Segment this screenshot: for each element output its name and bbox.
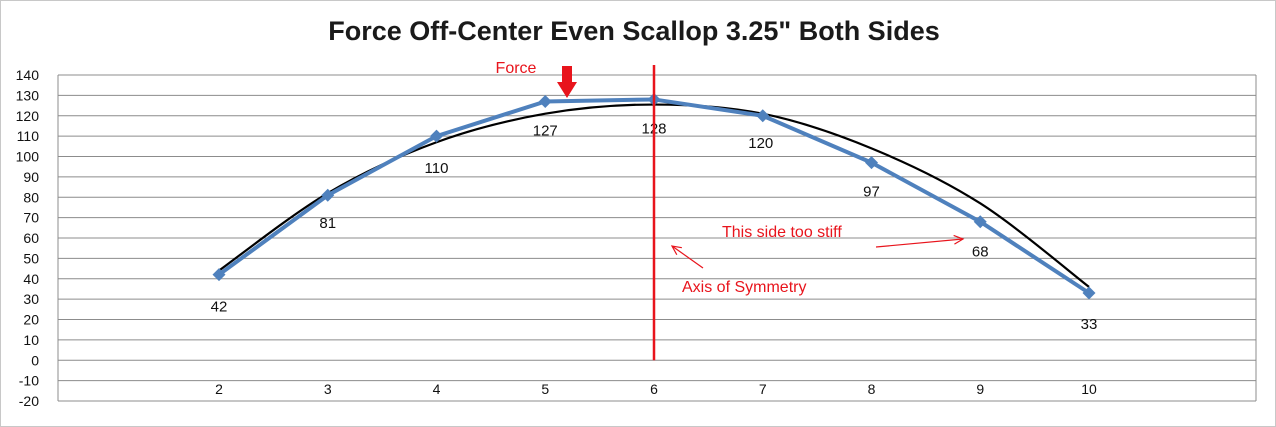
x-tick-label: 4 xyxy=(433,381,441,397)
y-axis-ticks: -20 -10 0 10 20 30 40 50 60 70 80 90 100 110 120 130 140 xyxy=(16,67,40,409)
arrow-head xyxy=(953,234,965,245)
x-tick-label: 3 xyxy=(324,381,332,397)
data-point xyxy=(865,156,878,170)
x-tick-label: 9 xyxy=(976,381,984,397)
x-tick-label: 5 xyxy=(541,381,549,397)
stiff-side-pointer-arrow xyxy=(875,238,964,248)
y-tick-label: 20 xyxy=(23,312,39,328)
axis-pointer-arrow xyxy=(671,245,704,269)
data-label: 68 xyxy=(972,244,989,261)
arrow-head xyxy=(670,245,682,256)
data-point xyxy=(538,94,552,108)
axis-of-symmetry-label: Axis of Symmetry xyxy=(682,279,806,296)
data-label: 120 xyxy=(748,135,773,152)
data-label: 33 xyxy=(1081,316,1098,333)
y-tick-label: 60 xyxy=(23,230,39,246)
x-tick-label: 2 xyxy=(215,381,223,397)
y-tick-label: 110 xyxy=(17,128,40,144)
data-point xyxy=(756,109,770,123)
force-arrow-shape xyxy=(557,66,577,98)
data-label: 97 xyxy=(863,184,880,201)
x-tick-label: 6 xyxy=(650,381,658,397)
y-tick-label: 50 xyxy=(23,250,39,266)
y-tick-label: -10 xyxy=(19,373,39,389)
data-labels: 4281110127128120976833 xyxy=(211,120,1098,333)
data-point xyxy=(1082,286,1096,300)
data-label: 81 xyxy=(319,215,336,232)
force-arrow-icon xyxy=(557,66,577,98)
data-point xyxy=(321,188,335,202)
x-axis-ticks: 2 3 4 5 6 7 8 9 10 xyxy=(215,381,1097,397)
x-tick-label: 8 xyxy=(868,381,876,397)
data-label: 42 xyxy=(211,299,228,316)
data-label: 110 xyxy=(425,160,449,177)
y-tick-label: 10 xyxy=(23,332,39,348)
y-tick-label: 120 xyxy=(16,108,40,124)
y-tick-label: 90 xyxy=(23,169,39,185)
y-tick-label: 40 xyxy=(23,271,39,287)
chart-title: Force Off-Center Even Scallop 3.25" Both… xyxy=(328,16,939,46)
gridlines xyxy=(57,74,1257,402)
y-tick-label: 140 xyxy=(16,67,40,83)
data-point xyxy=(430,129,443,143)
y-tick-label: 80 xyxy=(23,189,39,205)
force-label: Force xyxy=(496,60,537,77)
y-tick-label: 70 xyxy=(23,210,39,226)
data-point xyxy=(973,215,987,229)
y-tick-label: 130 xyxy=(16,87,40,103)
x-tick-label: 7 xyxy=(759,381,767,397)
data-label: 127 xyxy=(533,122,558,139)
y-tick-label: 30 xyxy=(23,291,39,307)
y-tick-label: 100 xyxy=(16,149,40,165)
data-point xyxy=(212,268,226,282)
y-tick-label: 0 xyxy=(31,352,39,368)
stiff-side-label: This side too stiff xyxy=(722,224,842,241)
x-tick-label: 10 xyxy=(1081,381,1097,397)
y-tick-label: -20 xyxy=(19,393,39,409)
